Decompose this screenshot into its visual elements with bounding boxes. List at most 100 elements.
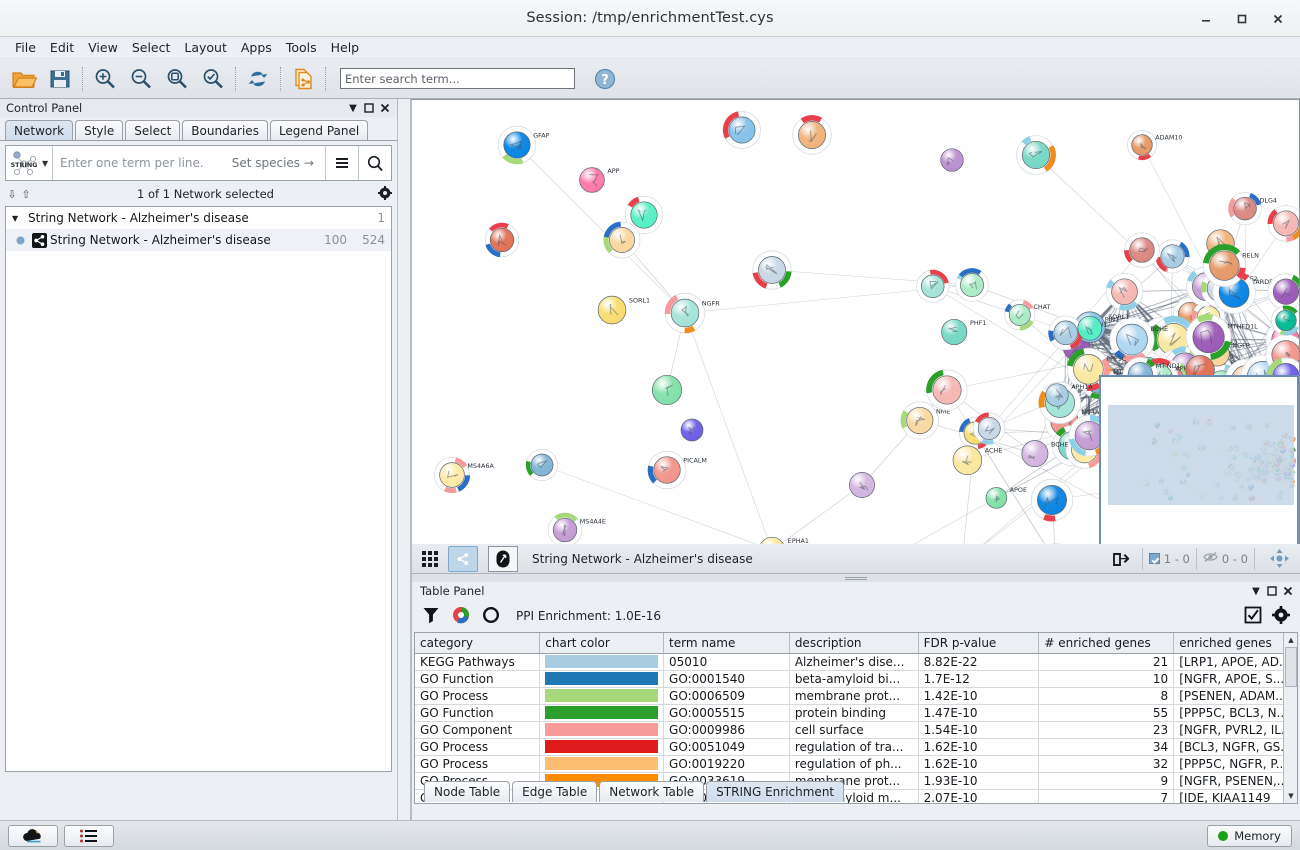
scroll-up-icon[interactable]: ▲ [1288,636,1294,644]
set-species-link[interactable]: Set species → [231,156,314,170]
tab-network-table[interactable]: Network Table [599,781,705,802]
canvas-network-name: String Network - Alzheimer's disease [532,551,753,566]
col-category[interactable]: category [415,633,541,654]
menu-help[interactable]: Help [330,40,360,55]
maximize-icon[interactable] [1224,4,1260,34]
tab-legend-panel[interactable]: Legend Panel [269,120,369,140]
table-row[interactable]: GO Function GO:0005515 protein binding 1.47… [415,704,1297,722]
svg-text:NGFR: NGFR [702,299,720,307]
menu-layout[interactable]: Layout [184,40,227,55]
col-fdr-pvalue[interactable]: FDR p-value [918,633,1040,654]
table-float-icon[interactable] [1264,583,1280,599]
menu-apps[interactable]: Apps [240,40,272,55]
memory-status-button[interactable]: Memory [1207,824,1292,847]
zoom-fit-network-icon[interactable] [159,62,195,96]
col-term-name[interactable]: term name [663,633,790,654]
table-row[interactable]: GO Process GO:0006509 membrane prot... 1.42… [415,687,1297,705]
col-chart-color[interactable]: chart color [539,633,665,654]
share-export-icon[interactable] [1106,546,1136,572]
svg-text:MS4A6A: MS4A6A [467,462,494,470]
gear-icon[interactable] [1272,605,1290,627]
table-row[interactable]: KEGG Pathways 05010 Alzheimer's dise... 8.8… [415,653,1297,671]
table-row[interactable]: GO Process GO:0051049 regulation of tra...… [415,738,1297,756]
scroll-thumb[interactable] [1285,647,1297,687]
fit-content-icon[interactable] [1264,546,1294,572]
menu-file[interactable]: File [15,40,36,55]
pie-chart-icon[interactable] [452,606,470,627]
table-header-row: category chart color term name descripti… [415,633,1297,654]
cloud-icon[interactable] [8,824,58,847]
grid-layout-icon[interactable] [415,546,445,572]
annotation-icon[interactable] [488,545,518,572]
table-row[interactable]: GO Component GO:0009986 cell surface 1.54E-… [415,721,1297,739]
zoom-fit-selected-icon[interactable] [195,62,231,96]
collapse-all-icon[interactable]: ⇩ [7,187,17,201]
cell-chart-color [539,755,665,773]
svg-text:NGFR: NGFR [1232,341,1250,349]
open-session-icon[interactable] [6,62,42,96]
table-panel: Table Panel ▼ [410,582,1300,820]
menu-edit[interactable]: Edit [49,40,75,55]
cell-fdr-pvalue: 1.42E-10 [918,687,1040,705]
float-panel-icon[interactable] [361,100,377,116]
tab-network[interactable]: Network [5,120,74,140]
search-icon[interactable] [359,146,391,180]
network-tree-root-row[interactable]: ▼ String Network - Alzheimer's disease 1 [6,207,391,229]
tab-string-enrichment[interactable]: STRING Enrichment [706,781,845,802]
export-network-icon[interactable] [285,62,321,96]
chevron-down-icon[interactable]: ▼ [349,102,357,114]
save-session-icon[interactable] [42,62,78,96]
string-term-input[interactable]: Enter one term per line. Set species → [53,156,325,170]
col-enriched-genes[interactable]: enriched genes [1173,633,1297,654]
menu-tools[interactable]: Tools [285,40,317,55]
minimize-icon[interactable] [1188,4,1224,34]
checkbox-icon[interactable] [1244,606,1262,627]
network-tree-child-row[interactable]: String Network - Alzheimer's disease 100… [6,229,391,251]
network-canvas[interactable]: MT-ND2 APOE ADAMTS2 [410,99,1300,574]
tab-edge-table[interactable]: Edge Table [512,781,598,802]
tab-select[interactable]: Select [125,120,181,140]
string-species-caret-icon[interactable]: ▼ [42,158,49,168]
table-chevron-down-icon[interactable]: ▼ [1252,585,1260,597]
col-enriched-count[interactable]: # enriched genes [1038,633,1175,654]
filter-icon[interactable] [422,606,440,627]
table-close-icon[interactable] [1280,583,1296,599]
close-panel-icon[interactable] [377,100,393,116]
col-description[interactable]: description [789,633,919,654]
hamburger-menu-icon[interactable] [326,146,358,180]
svg-text:PIN1: PIN1 [1105,316,1120,324]
scroll-down-icon[interactable]: ▼ [1288,792,1294,800]
table-vertical-scrollbar[interactable]: ▲ ▼ [1283,633,1297,803]
ppi-enrichment-status: PPI Enrichment: 1.0E-16 [516,609,661,623]
expand-all-icon[interactable]: ⇧ [21,187,31,201]
cell-enriched-genes: [IDE, KIAA1149 [1173,789,1297,803]
donut-chart-icon[interactable] [482,606,500,627]
search-input[interactable]: Enter search term... [340,68,575,89]
tab-style[interactable]: Style [75,120,124,140]
enrichment-table[interactable]: category chart color term name descripti… [414,632,1298,804]
string-app-icon[interactable] [448,545,478,572]
table-row[interactable]: GO Process GO:0019220 regulation of ph... 1… [415,755,1297,773]
refresh-icon[interactable] [240,62,276,96]
zoom-in-icon[interactable] [87,62,123,96]
cell-category: GO Process [415,687,541,705]
menu-view[interactable]: View [88,40,118,55]
birdseye-overview[interactable] [1099,375,1299,573]
task-list-icon[interactable] [64,824,114,847]
help-icon[interactable]: ? [587,62,623,96]
tab-boundaries[interactable]: Boundaries [182,120,268,140]
cell-category: GO Function [415,670,541,688]
birdseye-viewport-rect[interactable] [1108,405,1294,505]
close-icon[interactable] [1260,4,1296,34]
tab-node-table[interactable]: Node Table [424,781,511,802]
toolbar-separator-2 [235,66,236,91]
menu-select[interactable]: Select [131,40,171,55]
horizontal-splitter[interactable] [410,574,1300,582]
cell-term-name: GO:0005515 [663,704,790,722]
gear-icon[interactable] [378,185,392,203]
zoom-out-icon[interactable] [123,62,159,96]
string-logo-icon[interactable]: STRING [6,146,42,180]
table-row[interactable]: GO Function GO:0001540 beta-amyloid bi... 1… [415,670,1297,688]
cell-chart-color [539,704,665,722]
expand-arrow-icon[interactable]: ▼ [12,213,19,223]
